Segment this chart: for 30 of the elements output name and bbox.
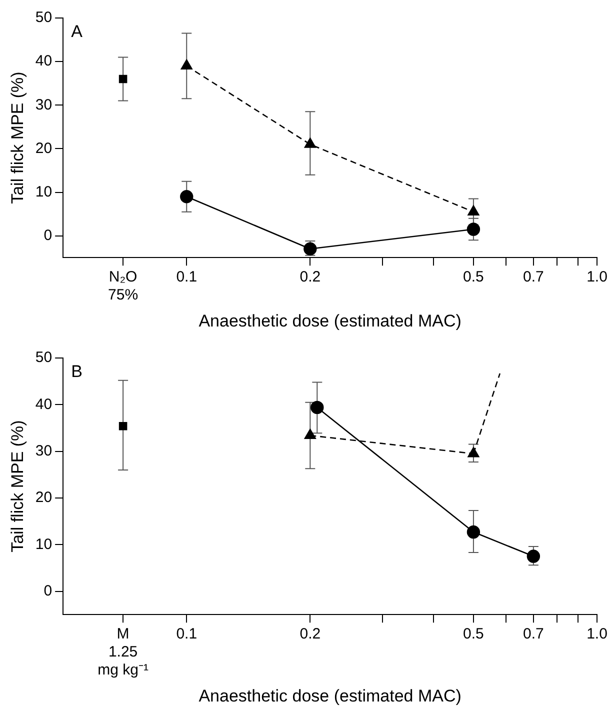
- y-tick-label: 0: [44, 226, 52, 244]
- x-axis-title: Anaesthetic dose (estimated MAC): [198, 686, 462, 706]
- x-tick-label: 0.5: [463, 626, 484, 643]
- x-tick-label: 0.1: [176, 626, 198, 643]
- y-axis-title: Tail flick MPE (%): [8, 420, 27, 552]
- x-tick-label: N₂O 75%: [108, 268, 138, 304]
- x-tick-label: M 1.25 mg kg⁻¹: [98, 626, 148, 679]
- y-tick-label: 40: [35, 396, 52, 413]
- y-tick-label: 10: [35, 536, 52, 553]
- x-tick-label: 0.2: [300, 626, 321, 643]
- y-axis-title: Tail flick MPE (%): [8, 72, 27, 204]
- y-tick-label: 50: [35, 9, 52, 26]
- annotation: A: [71, 22, 84, 42]
- x-tick-label: 0.5: [463, 268, 484, 286]
- x-tick-label: 0.2: [300, 268, 321, 286]
- x-tick-label: 0.7: [523, 626, 544, 643]
- y-tick-label: 30: [35, 442, 52, 460]
- x-tick-label: 0.1: [176, 268, 198, 286]
- y-tick-label: 30: [35, 96, 52, 114]
- y-tick-label: 20: [35, 489, 52, 506]
- y-tick-label: 10: [35, 183, 52, 200]
- y-tick-label: 50: [35, 349, 52, 366]
- y-tick-label: 0: [44, 582, 52, 600]
- y-tick-label: 40: [35, 52, 52, 70]
- x-axis-title: Anaesthetic dose (estimated MAC): [198, 311, 462, 330]
- y-tick-label: 20: [35, 140, 52, 157]
- x-tick-label: 1.0: [586, 626, 608, 643]
- x-tick-label: 0.7: [523, 268, 544, 286]
- annotation: B: [71, 362, 82, 382]
- x-tick-label: 1.0: [586, 268, 608, 286]
